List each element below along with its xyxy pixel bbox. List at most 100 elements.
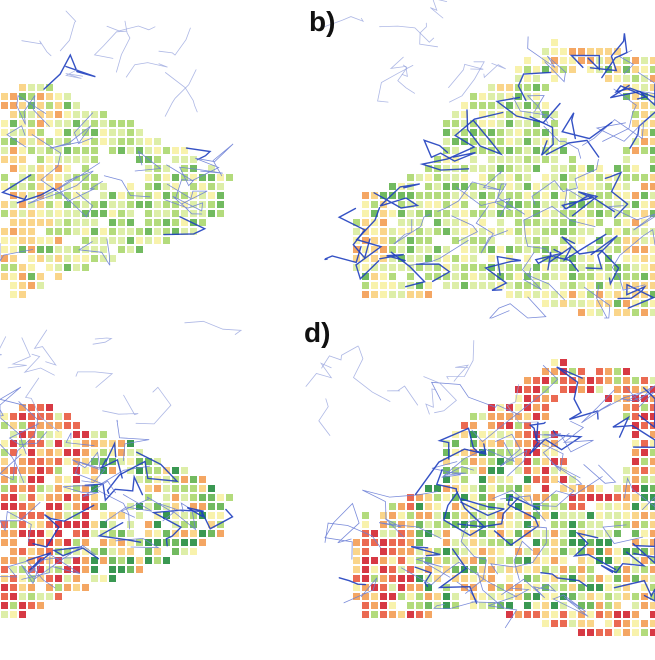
grid-cell bbox=[217, 530, 224, 537]
grid-cell bbox=[55, 219, 62, 226]
grid-cell bbox=[515, 557, 522, 564]
grid-cell bbox=[154, 557, 161, 564]
grid-cell bbox=[560, 386, 567, 393]
grid-cell bbox=[542, 174, 549, 181]
grid-cell bbox=[145, 228, 152, 235]
grid-cell bbox=[181, 485, 188, 492]
grid-cell bbox=[127, 228, 134, 235]
grid-cell bbox=[145, 192, 152, 199]
grid-cell bbox=[587, 282, 594, 289]
grid-cell bbox=[100, 548, 107, 555]
grid-cell bbox=[587, 494, 594, 501]
grid-cell bbox=[569, 66, 576, 73]
grid-cell bbox=[127, 566, 134, 573]
grid-cell bbox=[515, 93, 522, 100]
grid-cell bbox=[380, 273, 387, 280]
grid-cell bbox=[28, 512, 35, 519]
grid-cell bbox=[217, 201, 224, 208]
grid-cell bbox=[1, 138, 8, 145]
grid-cell bbox=[19, 282, 26, 289]
grid-cell bbox=[163, 485, 170, 492]
grid-cell bbox=[362, 575, 369, 582]
grid-cell bbox=[461, 228, 468, 235]
grid-cell bbox=[73, 255, 80, 262]
grid-cell bbox=[542, 611, 549, 618]
grid-cell bbox=[650, 521, 655, 528]
grid-cell bbox=[434, 192, 441, 199]
grid-cell bbox=[55, 440, 62, 447]
grid-cell bbox=[181, 548, 188, 555]
grid-cell bbox=[596, 512, 603, 519]
grid-cell bbox=[10, 210, 17, 217]
grid-cell bbox=[181, 156, 188, 163]
grid-cell bbox=[596, 548, 603, 555]
grid-cell bbox=[73, 102, 80, 109]
grid-cell bbox=[632, 440, 639, 447]
grid-cell bbox=[46, 494, 53, 501]
grid-cell bbox=[109, 566, 116, 573]
grid-cell bbox=[461, 431, 468, 438]
grid-cell bbox=[55, 494, 62, 501]
grid-cell bbox=[452, 512, 459, 519]
grid-cell bbox=[578, 165, 585, 172]
grid-cell bbox=[596, 503, 603, 510]
road-line-faint bbox=[322, 346, 359, 368]
grid-cell bbox=[91, 494, 98, 501]
grid-cell bbox=[641, 557, 648, 564]
grid-cell bbox=[506, 246, 513, 253]
grid-cell bbox=[100, 120, 107, 127]
grid-cell bbox=[416, 503, 423, 510]
road-line-faint bbox=[103, 395, 139, 414]
grid-cell bbox=[100, 521, 107, 528]
grid-cell bbox=[461, 201, 468, 208]
grid-cell bbox=[28, 111, 35, 118]
grid-cell bbox=[389, 264, 396, 271]
grid-cell bbox=[596, 485, 603, 492]
grid-cell bbox=[55, 264, 62, 271]
grid-cell bbox=[118, 228, 125, 235]
grid-cell bbox=[587, 602, 594, 609]
grid-cell bbox=[632, 147, 639, 154]
grid-cell bbox=[64, 494, 71, 501]
grid-cell bbox=[641, 629, 648, 636]
grid-cell bbox=[55, 165, 62, 172]
grid-cell bbox=[425, 273, 432, 280]
grid-cell bbox=[641, 440, 648, 447]
grid-cell bbox=[596, 386, 603, 393]
grid-cell bbox=[190, 156, 197, 163]
grid-cell bbox=[64, 147, 71, 154]
grid-cell bbox=[452, 440, 459, 447]
grid-cell bbox=[497, 84, 504, 91]
grid-cell bbox=[46, 255, 53, 262]
grid-cell bbox=[416, 291, 423, 298]
grid-cell bbox=[578, 273, 585, 280]
grid-cell bbox=[650, 476, 655, 483]
grid-cell bbox=[551, 156, 558, 163]
grid-cell bbox=[64, 476, 71, 483]
grid-cell bbox=[100, 557, 107, 564]
grid-cell bbox=[479, 174, 486, 181]
grid-cell bbox=[623, 165, 630, 172]
grid-cell bbox=[650, 539, 655, 546]
grid-cell bbox=[136, 129, 143, 136]
grid-cell bbox=[452, 201, 459, 208]
grid-cell bbox=[208, 174, 215, 181]
grid-cell bbox=[650, 467, 655, 474]
grid-cell bbox=[515, 228, 522, 235]
grid-cell bbox=[371, 593, 378, 600]
grid-cell bbox=[632, 120, 639, 127]
grid-cell bbox=[452, 566, 459, 573]
grid-cell bbox=[443, 593, 450, 600]
grid-cell bbox=[641, 521, 648, 528]
grid-cell bbox=[154, 467, 161, 474]
grid-cell bbox=[118, 246, 125, 253]
grid-cell bbox=[100, 431, 107, 438]
grid-cell bbox=[434, 246, 441, 253]
grid-cell bbox=[596, 174, 603, 181]
grid-cell bbox=[623, 557, 630, 564]
grid-cell bbox=[605, 548, 612, 555]
grid-cell bbox=[380, 219, 387, 226]
grid-cell bbox=[524, 138, 531, 145]
grid-cell bbox=[37, 183, 44, 190]
grid-cell bbox=[515, 237, 522, 244]
